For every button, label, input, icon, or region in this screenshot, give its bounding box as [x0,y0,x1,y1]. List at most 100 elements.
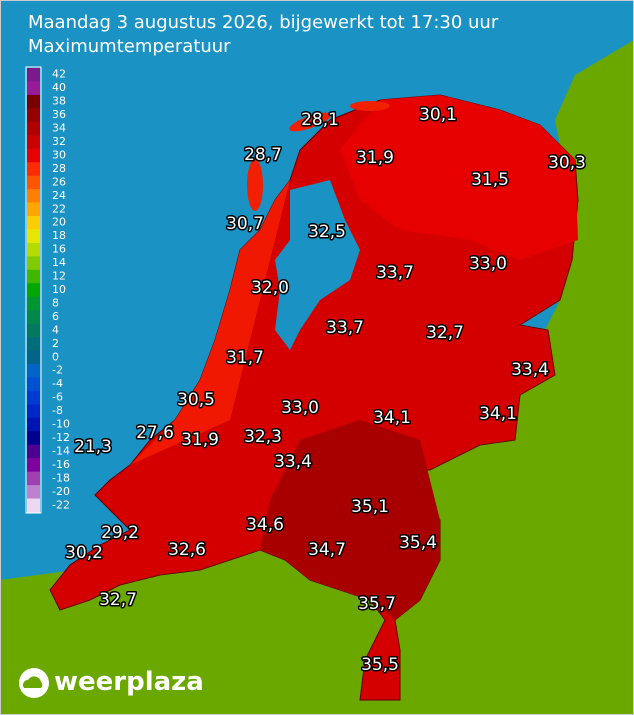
temperature-label: 21,3 [74,437,112,457]
subtitle: Maximumtemperatuur [28,36,231,57]
temperature-label: 27,6 [136,423,174,443]
temperature-label: 32,6 [168,540,206,560]
legend-swatch [27,431,40,446]
legend-swatch [27,485,40,500]
temperature-label: 29,2 [101,523,139,543]
temperature-label: 33,4 [511,360,549,380]
south-region [260,420,440,620]
title: Maandag 3 augustus 2026, bijgewerkt tot … [28,12,499,33]
legend-swatch [27,68,40,82]
legend-swatch [27,189,40,204]
legend-swatch [27,242,40,257]
temperature-label: 31,9 [181,430,219,450]
legend-swatch [27,337,40,352]
legend-label: -6 [52,391,63,404]
legend-swatch [27,148,40,163]
temperature-label: 32,0 [251,278,289,298]
temperature-label: 30,7 [226,214,264,234]
island [350,101,390,111]
legend-swatch [27,108,40,123]
temperature-label: 30,1 [419,105,457,125]
legend-label: 8 [52,296,59,309]
logo-cloud [22,676,43,688]
legend-label: 18 [52,229,66,242]
legend-label: 26 [52,175,66,188]
legend-label: 28 [52,162,66,175]
legend-swatch [27,175,40,190]
legend-swatch [27,350,40,365]
temperature-label: 35,7 [358,594,396,614]
legend-label: -18 [52,471,70,484]
temperature-label: 28,7 [244,145,282,165]
temperature-label: 30,5 [177,390,215,410]
legend-label: 20 [52,216,66,229]
legend-label: -22 [52,498,70,511]
legend-swatch [27,202,40,217]
legend-label: 22 [52,202,66,215]
ijsselmeer [275,180,360,350]
legend-swatch [27,364,40,378]
legend-label: 42 [52,68,66,81]
legend-swatch [27,135,40,150]
temperature-label: 34,1 [479,404,517,424]
neighbour-land [0,40,634,715]
temperature-label: 33,7 [376,263,414,283]
legend-swatch [27,256,40,271]
legend-swatch [27,404,40,419]
legend-label: 32 [52,135,66,148]
legend-swatch [27,81,40,96]
legend-label: -2 [52,364,63,377]
legend-swatch [27,377,40,392]
legend-swatch [27,94,40,109]
legend-label: 36 [52,108,66,121]
legend-label: 14 [52,256,66,269]
legend-label: 6 [52,310,59,323]
legend-swatch [27,229,40,244]
temperature-label: 32,7 [99,590,137,610]
legend-swatch [27,323,40,338]
temperature-label: 31,9 [356,148,394,168]
island [289,112,331,132]
legend-swatch [27,121,40,136]
legend-label: -4 [52,377,63,390]
legend-swatch [27,390,40,405]
legend-label: 34 [52,122,66,135]
temperature-label: 35,1 [351,497,389,517]
legend-label: -16 [52,458,70,471]
temperature-label: 28,1 [301,110,339,130]
legend-label: 24 [52,189,66,202]
legend-swatch [27,283,40,298]
legend-label: 40 [52,81,66,94]
legend-swatch [27,296,40,311]
temperature-label: 35,5 [361,655,399,675]
temperature-label: 30,2 [65,543,103,563]
temperature-label: 32,7 [426,323,464,343]
temperature-label: 32,5 [308,222,346,242]
legend-swatch [27,458,40,473]
legend-label: 30 [52,148,66,161]
temperature-label: 31,5 [471,170,509,190]
legend-label: -8 [52,404,63,417]
legend-label: 0 [52,350,59,363]
legend-label: -20 [52,485,70,498]
temperature-label: 34,7 [308,540,346,560]
legend-label: 2 [52,337,59,350]
legend-label: -12 [52,431,70,444]
temperature-label: 30,3 [548,153,586,173]
temperature-label: 33,0 [281,398,319,418]
temperature-label: 32,3 [244,427,282,447]
legend-swatch [27,444,40,459]
temperature-label: 34,1 [373,408,411,428]
temperature-label: 34,6 [246,515,284,535]
legend-label: 4 [52,323,59,336]
temperature-label: 33,0 [469,254,507,274]
legend-swatch [27,471,40,486]
legend-swatch [27,216,40,230]
legend-swatch [27,162,40,177]
legend-swatch [27,310,40,325]
temperature-label: 33,7 [326,318,364,338]
temperature-label: 31,7 [226,348,264,368]
coast-region [130,180,290,465]
legend-label: 38 [52,95,66,108]
